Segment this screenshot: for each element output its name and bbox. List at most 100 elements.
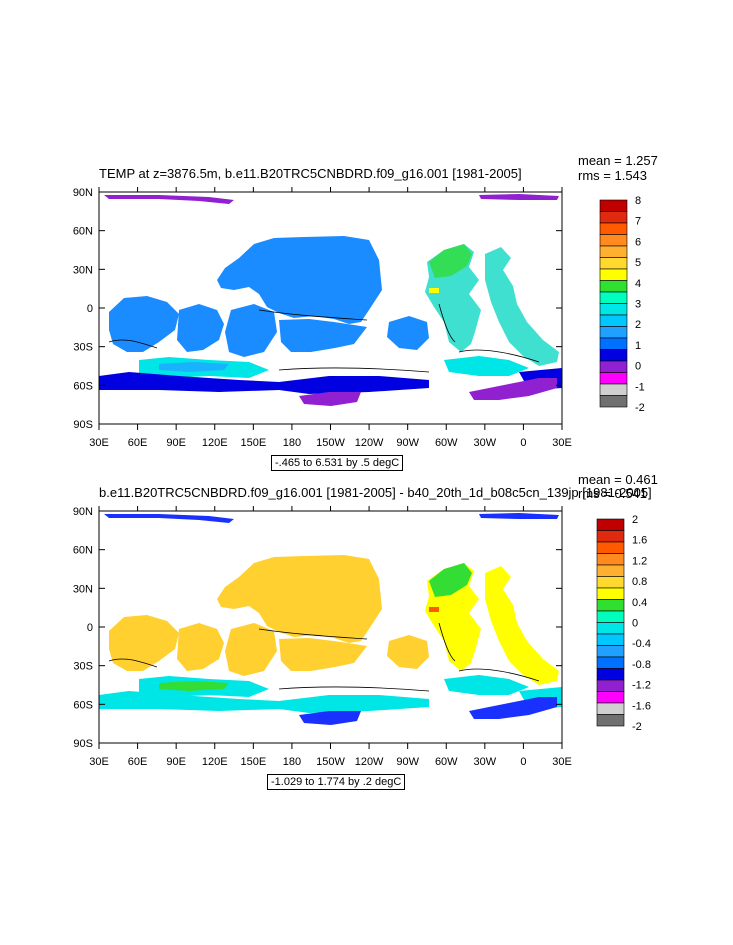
panel-1-colorbar: 8 7 6 5 4 3 2 1 0 -1 -2 [599, 195, 645, 414]
region-purple-2 [104, 195, 234, 204]
colorbar-swatch [596, 622, 625, 635]
lon-tick-label: 60W [435, 756, 458, 768]
lat-tick-label: 60S [73, 380, 93, 392]
lat-tick-label: 60S [73, 699, 93, 711]
lon-tick-label: 180 [283, 437, 301, 449]
lon-tick-label: 30E [552, 437, 572, 449]
lon-tick-label: 120E [202, 437, 228, 449]
region-cyan-1 [444, 356, 529, 376]
region-purple-1 [469, 378, 557, 400]
region-purple-0 [299, 711, 361, 725]
region-main-1 [279, 319, 367, 352]
contour-line-3 [108, 658, 158, 668]
colorbar-label: -1.2 [632, 680, 651, 692]
colorbar-label: 2 [632, 514, 638, 526]
lon-tick-label: 60E [128, 437, 148, 449]
contour-line-4 [458, 349, 540, 363]
contour-line-0 [258, 309, 368, 321]
panel-2-map [98, 510, 563, 744]
lat-tick-label: 60N [73, 545, 93, 557]
lon-tick-label: 30E [89, 756, 109, 768]
panel-2-range-label: -1.029 to 1.774 by .2 degC [267, 774, 406, 790]
colorbar-label: 0 [632, 618, 638, 630]
colorbar-swatch [596, 645, 625, 658]
colorbar-swatch [596, 691, 625, 704]
lon-tick-label: 150W [316, 437, 345, 449]
region-main-3 [177, 304, 224, 352]
contour-line-4 [458, 668, 540, 682]
lon-tick-label: 0 [520, 437, 526, 449]
lon-tick-label: 150E [240, 437, 266, 449]
lat-tick-label: 60N [73, 226, 93, 238]
lat-tick-label: 90N [73, 506, 93, 518]
lon-tick-label: 90E [166, 756, 186, 768]
colorbar-swatch [596, 633, 625, 646]
region-main-4 [225, 304, 277, 357]
lon-tick-label: 30E [552, 756, 572, 768]
colorbar-label: 1.6 [632, 535, 647, 547]
contour-line-0 [258, 628, 368, 640]
colorbar-swatch [596, 518, 625, 531]
lon-tick-label: 120E [202, 756, 228, 768]
region-deep-1 [279, 376, 429, 394]
lon-tick-label: 150W [316, 756, 345, 768]
colorbar-label: 4 [635, 278, 641, 290]
contour-line-2 [438, 622, 456, 662]
lat-tick-label: 30N [73, 583, 93, 595]
region-deep-0 [99, 691, 279, 711]
highlight-spot [429, 288, 439, 293]
highlight-spot [429, 607, 439, 612]
panel-2-title: b.e11.B20TRC5CNBDRD.f09_g16.001 [1981-20… [99, 485, 652, 500]
region-main-0 [217, 236, 382, 324]
colorbar-label: 2 [635, 319, 641, 331]
contour-line-2 [438, 303, 456, 343]
colorbar-swatch [596, 530, 625, 543]
region-green-0 [429, 244, 472, 278]
region-main-2 [109, 296, 179, 352]
contour-line-1 [278, 686, 430, 692]
colorbar-swatch [596, 714, 625, 727]
colorbar-label: 7 [635, 216, 641, 228]
lon-tick-label: 60W [435, 437, 458, 449]
colorbar-swatch [596, 541, 625, 554]
colorbar-swatch [596, 599, 625, 612]
lon-tick-label: 180 [283, 756, 301, 768]
region-main-5 [387, 635, 429, 669]
lon-tick-label: 120W [355, 756, 384, 768]
panel-1-mean: mean = 1.257 [578, 153, 658, 168]
lat-tick-label: 30S [73, 342, 93, 354]
lon-tick-label: 30W [474, 437, 497, 449]
colorbar-swatch [596, 668, 625, 681]
region-band-0 [159, 681, 229, 691]
lon-tick-label: 120W [355, 437, 384, 449]
lon-tick-label: 90W [396, 437, 419, 449]
lon-tick-label: 90E [166, 437, 186, 449]
colorbar-label: -0.8 [632, 659, 651, 671]
lat-tick-label: 0 [87, 622, 93, 634]
colorbar-swatch [596, 564, 625, 577]
colorbar-label: 1 [635, 340, 641, 352]
colorbar-label: 5 [635, 257, 641, 269]
colorbar-label: -2 [635, 402, 645, 414]
lat-tick-label: 90S [73, 419, 93, 431]
colorbar-label: 3 [635, 299, 641, 311]
colorbar-label: -1 [635, 381, 645, 393]
region-main-1 [279, 638, 367, 671]
region-purple-3 [479, 194, 559, 200]
region-purple-2 [104, 514, 234, 523]
colorbar-swatch [596, 656, 625, 669]
colorbar-swatch [596, 679, 625, 692]
region-purple-0 [299, 392, 361, 406]
lon-tick-label: 60E [128, 756, 148, 768]
colorbar-swatch [596, 587, 625, 600]
colorbar-label: 1.2 [632, 555, 647, 567]
lon-tick-label: 30W [474, 756, 497, 768]
panel-1-axes: 90N 60N 30N 0 30S 60S 90S 30E 60E 90E 120E 150E 180 1… [73, 187, 572, 449]
region-deep-1 [279, 695, 429, 713]
lat-tick-label: 30S [73, 661, 93, 673]
colorbar-label: 6 [635, 236, 641, 248]
panel-2-mean: mean = 0.461 [578, 472, 658, 487]
panel-2-colorbar: 2 1.6 1.2 0.8 0.4 0 -0.4 -0.8 -1.2 -1.6 -2 [596, 514, 651, 733]
region-green-0 [429, 563, 472, 597]
contour-line-1 [278, 367, 430, 373]
